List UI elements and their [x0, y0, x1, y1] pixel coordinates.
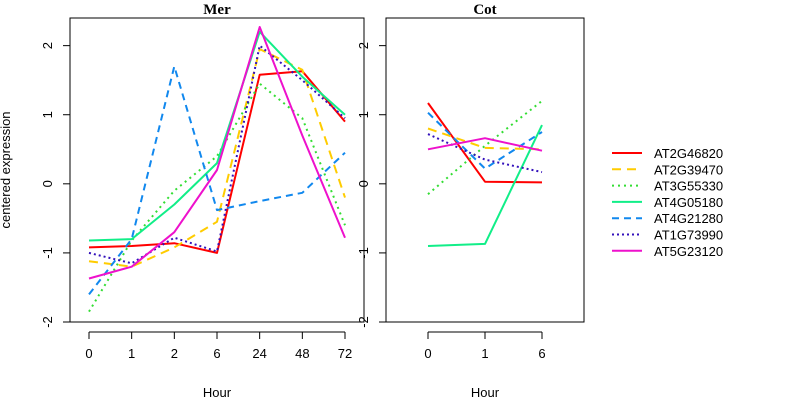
legend-entry-label: AT2G39470 [654, 162, 723, 177]
x-tick-label: 24 [252, 346, 266, 361]
plot-frame [69, 17, 365, 323]
x-tick-label: 6 [538, 346, 545, 361]
series-group [88, 26, 346, 313]
panel-mer: Mer -2 -1 0 1 2 0 1 2 6 24 48 72 Hour [40, 2, 365, 400]
series-line-at3g55330 [427, 100, 543, 195]
y-tick-label: 0 [356, 180, 371, 187]
y-tick-label: 0 [40, 180, 55, 187]
series-line-at5g23120 [88, 26, 346, 280]
legend-entry-label: AT4G05180 [654, 195, 723, 210]
y-tick-label: 1 [356, 111, 371, 118]
x-tick-label: 0 [424, 346, 431, 361]
legend-entry-label: AT1G73990 [654, 228, 723, 243]
series-line-at1g73990 [427, 133, 543, 174]
legend-entry-label: AT4G21280 [654, 211, 723, 226]
series-line-at5g23120 [427, 137, 543, 152]
y-axis-label: centered expression [0, 111, 13, 228]
series-line-at4g05180 [88, 30, 346, 242]
panel-title: Mer [203, 2, 231, 18]
y-tick-label: -1 [356, 247, 371, 259]
x-tick-label: 0 [85, 346, 92, 361]
y-tick-label: 2 [356, 42, 371, 49]
x-tick-label: 1 [128, 346, 135, 361]
series-line-at3g55330 [88, 82, 346, 313]
legend-entry-label: AT3G55330 [654, 179, 723, 194]
legend-entry-label: AT2G46820 [654, 146, 723, 161]
plot-frame [385, 17, 585, 323]
y-tick-label: -1 [40, 247, 55, 259]
panel-cot: Cot -2 -1 0 1 2 0 1 6 Hour [356, 2, 585, 400]
y-tick-label: 1 [40, 111, 55, 118]
series-group [427, 100, 543, 247]
x-axis-label: Hour [471, 385, 500, 400]
x-tick-label: 72 [338, 346, 352, 361]
x-tick-label: 6 [213, 346, 220, 361]
legend-entry-label: AT5G23120 [654, 244, 723, 259]
series-line-at4g05180 [427, 124, 543, 247]
x-tick-label: 48 [295, 346, 309, 361]
y-tick-label: -2 [356, 316, 371, 328]
y-tick-label: 2 [40, 42, 55, 49]
y-tick-label: -2 [40, 316, 55, 328]
panel-title: Cot [473, 2, 496, 18]
series-line-at2g46820 [427, 102, 543, 184]
series-line-at4g21280 [88, 65, 346, 296]
x-tick-label: 1 [481, 346, 488, 361]
series-line-at2g39470 [88, 48, 346, 268]
x-axis-label: Hour [203, 385, 232, 400]
x-tick-label: 2 [171, 346, 178, 361]
series-line-at2g39470 [427, 127, 543, 151]
series-line-at4g21280 [427, 111, 543, 170]
